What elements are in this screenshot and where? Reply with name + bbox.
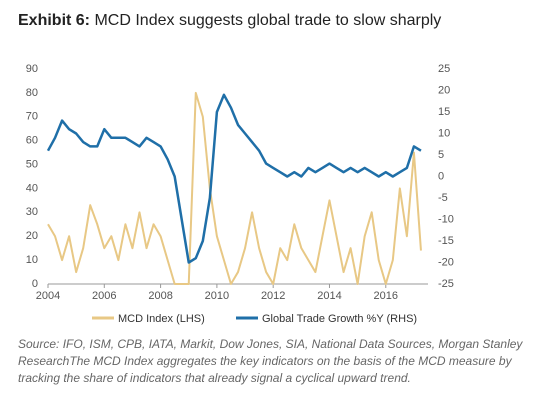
source-note: Source: IFO, ISM, CPB, IATA, Markit, Dow… <box>18 337 523 385</box>
y2-tick-label: 25 <box>438 63 450 75</box>
y2-tick-label: -25 <box>438 278 454 290</box>
x-tick-label: 2004 <box>36 290 60 302</box>
title-text: MCD Index suggests global trade to slow … <box>94 12 442 29</box>
y-tick-label: 60 <box>26 135 38 147</box>
x-tick-label: 2006 <box>92 290 116 302</box>
chart-title: Exhibit 6: MCD Index suggests global tra… <box>18 12 441 30</box>
y2-tick-label: 20 <box>438 84 450 96</box>
legend-label: MCD Index (LHS) <box>118 313 205 325</box>
y-tick-label: 30 <box>26 206 38 218</box>
y-tick-label: 90 <box>26 63 38 75</box>
y2-tick-label: 10 <box>438 127 450 139</box>
y-tick-label: 10 <box>26 254 38 266</box>
x-tick-label: 2010 <box>205 290 229 302</box>
y2-tick-label: -10 <box>438 213 454 225</box>
x-tick-label: 2014 <box>317 290 341 302</box>
y2-tick-label: 5 <box>438 149 444 161</box>
y-tick-label: 80 <box>26 87 38 99</box>
y2-tick-label: 15 <box>438 106 450 118</box>
y2-tick-label: -15 <box>438 235 454 247</box>
y2-tick-label: -20 <box>438 256 454 268</box>
y-tick-label: 50 <box>26 158 38 170</box>
y-tick-label: 40 <box>26 182 38 194</box>
x-tick-label: 2016 <box>374 290 398 302</box>
y-tick-label: 20 <box>26 230 38 242</box>
x-tick-label: 2008 <box>148 290 172 302</box>
y2-tick-label: 0 <box>438 170 444 182</box>
series-line <box>46 93 422 264</box>
series-line <box>47 91 422 285</box>
y2-tick-label: -5 <box>438 192 448 204</box>
y-tick-label: 70 <box>26 111 38 123</box>
chart: 0 10 20 30 40 50 60 70 80 90 -25 -20 -15 -10 -5 0 5 10 15 2… <box>26 63 454 325</box>
x-tick-label: 2012 <box>261 290 285 302</box>
legend-label: Global Trade Growth %Y (RHS) <box>262 313 417 325</box>
title-label: Exhibit 6: <box>18 12 91 29</box>
y-tick-label: 0 <box>32 278 38 290</box>
